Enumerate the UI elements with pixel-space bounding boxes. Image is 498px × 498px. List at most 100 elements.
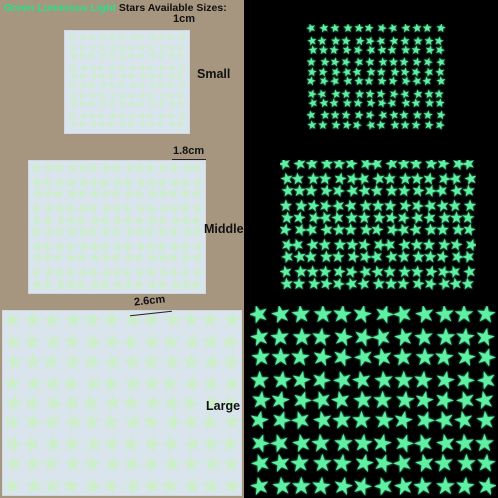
star-icon: ★ — [250, 367, 271, 395]
star-icon: ★ — [126, 70, 137, 83]
star-icon: ★ — [59, 471, 83, 495]
star-icon: ★ — [63, 311, 84, 333]
large-size-measurement: 2.6cm — [133, 293, 166, 309]
star-icon: ★ — [188, 275, 203, 291]
star-icon: ★ — [141, 370, 163, 397]
star-icon: ★ — [383, 276, 399, 292]
glow-panel: ★ ★ ★ ★ ★ ★ ★ ★ ★ ★ ★ ★ ★ ★ ★ ★ ★ ★ ★ ★ ★ ★ ★ ★ ★ ★ ★ ★ ★ ★ ★ ★ ★ ★ ★ ★ ★ ★ ★ ★… — [244, 0, 498, 498]
star-icon: ★ — [319, 249, 334, 267]
star-icon: ★ — [332, 237, 348, 255]
star-icon: ★ — [409, 117, 422, 130]
star-icon: ★ — [421, 24, 433, 36]
large-sheet: ★ ★ ★ ★ ★ ★ ★ ★ ★ ★ ★ ★ ★ ★ ★ ★ ★ ★ ★ ★ ★ ★ ★ ★ ★ ★ ★ ★ ★ ★ ★ ★ ★ ★ ★ ★ ★ ★ ★ ★… — [2, 310, 242, 496]
star-icon: ★ — [312, 306, 334, 329]
small-sheet: ★ ★ ★ ★ ★ ★ ★ ★ ★ ★ ★ ★ ★ ★ ★ ★ ★ ★ ★ ★ ★ ★ ★ ★ ★ ★ ★ ★ ★ ★ ★ ★ ★ ★ ★ ★ ★ ★ ★ ★… — [64, 30, 190, 134]
star-icon: ★ — [83, 430, 104, 457]
star-icon: ★ — [460, 275, 476, 292]
star-icon: ★ — [410, 471, 436, 496]
star-icon: ★ — [280, 198, 294, 216]
middle-star-grid-glow: ★ ★ ★ ★ ★ ★ ★ ★ ★ ★ ★ ★ ★ ★ ★ ★ ★ ★ ★ ★ ★ ★ ★ ★ ★ ★ ★ ★ ★ ★ ★ ★ ★ ★ ★ ★ ★ ★ ★ ★… — [280, 160, 476, 292]
small-size-label: Small — [197, 67, 231, 81]
star-icon: ★ — [62, 450, 84, 477]
large-star-grid-day: ★ ★ ★ ★ ★ ★ ★ ★ ★ ★ ★ ★ ★ ★ ★ ★ ★ ★ ★ ★ ★ ★ ★ ★ ★ ★ ★ ★ ★ ★ ★ ★ ★ ★ ★ ★ ★ ★ ★ ★… — [3, 311, 241, 495]
star-icon: ★ — [350, 116, 365, 130]
star-icon: ★ — [332, 429, 355, 457]
star-icon: ★ — [342, 24, 354, 36]
star-icon: ★ — [147, 50, 158, 63]
star-icon: ★ — [292, 183, 307, 201]
star-icon: ★ — [219, 470, 241, 495]
star-icon: ★ — [77, 238, 91, 256]
star-icon: ★ — [115, 79, 126, 92]
middle-size-label: Middle — [204, 222, 244, 236]
star-icon: ★ — [434, 472, 457, 496]
star-icon: ★ — [65, 163, 80, 177]
star-icon: ★ — [110, 200, 124, 218]
star-icon: ★ — [146, 118, 157, 130]
star-icon: ★ — [329, 108, 341, 123]
star-icon: ★ — [77, 50, 88, 63]
star-icon: ★ — [399, 117, 411, 130]
star-icon: ★ — [371, 387, 394, 414]
star-icon: ★ — [306, 171, 321, 189]
middle-sheet: ★ ★ ★ ★ ★ ★ ★ ★ ★ ★ ★ ★ ★ ★ ★ ★ ★ ★ ★ ★ ★ ★ ★ ★ ★ ★ ★ ★ ★ ★ ★ ★ ★ ★ ★ ★ ★ ★ ★ ★… — [28, 160, 206, 294]
star-icon: ★ — [158, 471, 182, 495]
star-icon: ★ — [388, 55, 399, 70]
star-icon: ★ — [435, 222, 450, 240]
star-icon: ★ — [77, 118, 88, 130]
star-icon: ★ — [342, 95, 353, 110]
star-icon: ★ — [452, 471, 477, 496]
star-icon: ★ — [374, 116, 388, 130]
star-icon: ★ — [421, 237, 437, 255]
star-icon: ★ — [68, 62, 78, 75]
star-icon: ★ — [121, 276, 136, 291]
star-icon: ★ — [375, 64, 387, 79]
star-icon: ★ — [291, 276, 307, 292]
star-icon: ★ — [363, 74, 375, 89]
star-icon: ★ — [98, 34, 109, 44]
middle-size-measurement: 1.8cm — [173, 145, 205, 157]
small-star-grid-glow: ★ ★ ★ ★ ★ ★ ★ ★ ★ ★ ★ ★ ★ ★ ★ ★ ★ ★ ★ ★ ★ ★ ★ ★ ★ ★ ★ ★ ★ ★ ★ ★ ★ ★ ★ ★ ★ ★ ★ ★… — [306, 24, 446, 130]
star-icon: ★ — [22, 348, 44, 374]
star-icon: ★ — [98, 98, 108, 111]
star-icon: ★ — [202, 450, 223, 477]
star-icon: ★ — [31, 202, 43, 217]
large-size-label: Large — [206, 399, 241, 413]
star-icon: ★ — [384, 183, 399, 201]
star-icon: ★ — [473, 470, 496, 496]
star-icon: ★ — [86, 223, 100, 241]
star-icon: ★ — [400, 42, 412, 57]
star-icon: ★ — [3, 470, 25, 495]
star-icon: ★ — [311, 449, 334, 477]
star-icon: ★ — [98, 212, 112, 230]
star-icon: ★ — [87, 110, 98, 123]
star-icon: ★ — [290, 472, 313, 496]
star-icon: ★ — [143, 163, 157, 177]
star-icon: ★ — [319, 160, 335, 174]
small-size-measurement: 1cm — [173, 13, 196, 25]
star-icon: ★ — [199, 311, 221, 333]
star-icon: ★ — [52, 264, 67, 282]
star-icon: ★ — [154, 118, 166, 130]
star-icon: ★ — [199, 471, 223, 495]
star-icon: ★ — [219, 430, 241, 457]
star-icon: ★ — [157, 42, 168, 55]
star-icon: ★ — [397, 264, 412, 282]
star-icon: ★ — [181, 472, 203, 495]
star-icon: ★ — [473, 429, 496, 457]
star-icon: ★ — [357, 210, 372, 228]
star-icon: ★ — [41, 185, 55, 203]
star-icon: ★ — [121, 389, 142, 416]
star-icon: ★ — [53, 174, 67, 192]
star-icon: ★ — [88, 42, 99, 55]
middle-star-grid-day: ★ ★ ★ ★ ★ ★ ★ ★ ★ ★ ★ ★ ★ ★ ★ ★ ★ ★ ★ ★ ★ ★ ★ ★ ★ ★ ★ ★ ★ ★ ★ ★ ★ ★ ★ ★ ★ ★ ★ ★… — [31, 163, 203, 291]
large-star-grid-glow: ★ ★ ★ ★ ★ ★ ★ ★ ★ ★ ★ ★ ★ ★ ★ ★ ★ ★ ★ ★ ★ ★ ★ ★ ★ ★ ★ ★ ★ ★ ★ ★ ★ ★ ★ ★ ★ ★ ★ ★… — [250, 306, 496, 496]
star-icon: ★ — [100, 408, 122, 435]
header-title-text: Stars Available Sizes: — [118, 2, 227, 14]
star-icon: ★ — [42, 472, 63, 495]
middle-measure-line — [172, 159, 206, 160]
star-icon: ★ — [433, 86, 445, 101]
star-icon: ★ — [330, 33, 342, 48]
star-icon: ★ — [370, 198, 386, 216]
daylight-panel: Green Luminous Light Stars Available Siz… — [0, 0, 244, 498]
